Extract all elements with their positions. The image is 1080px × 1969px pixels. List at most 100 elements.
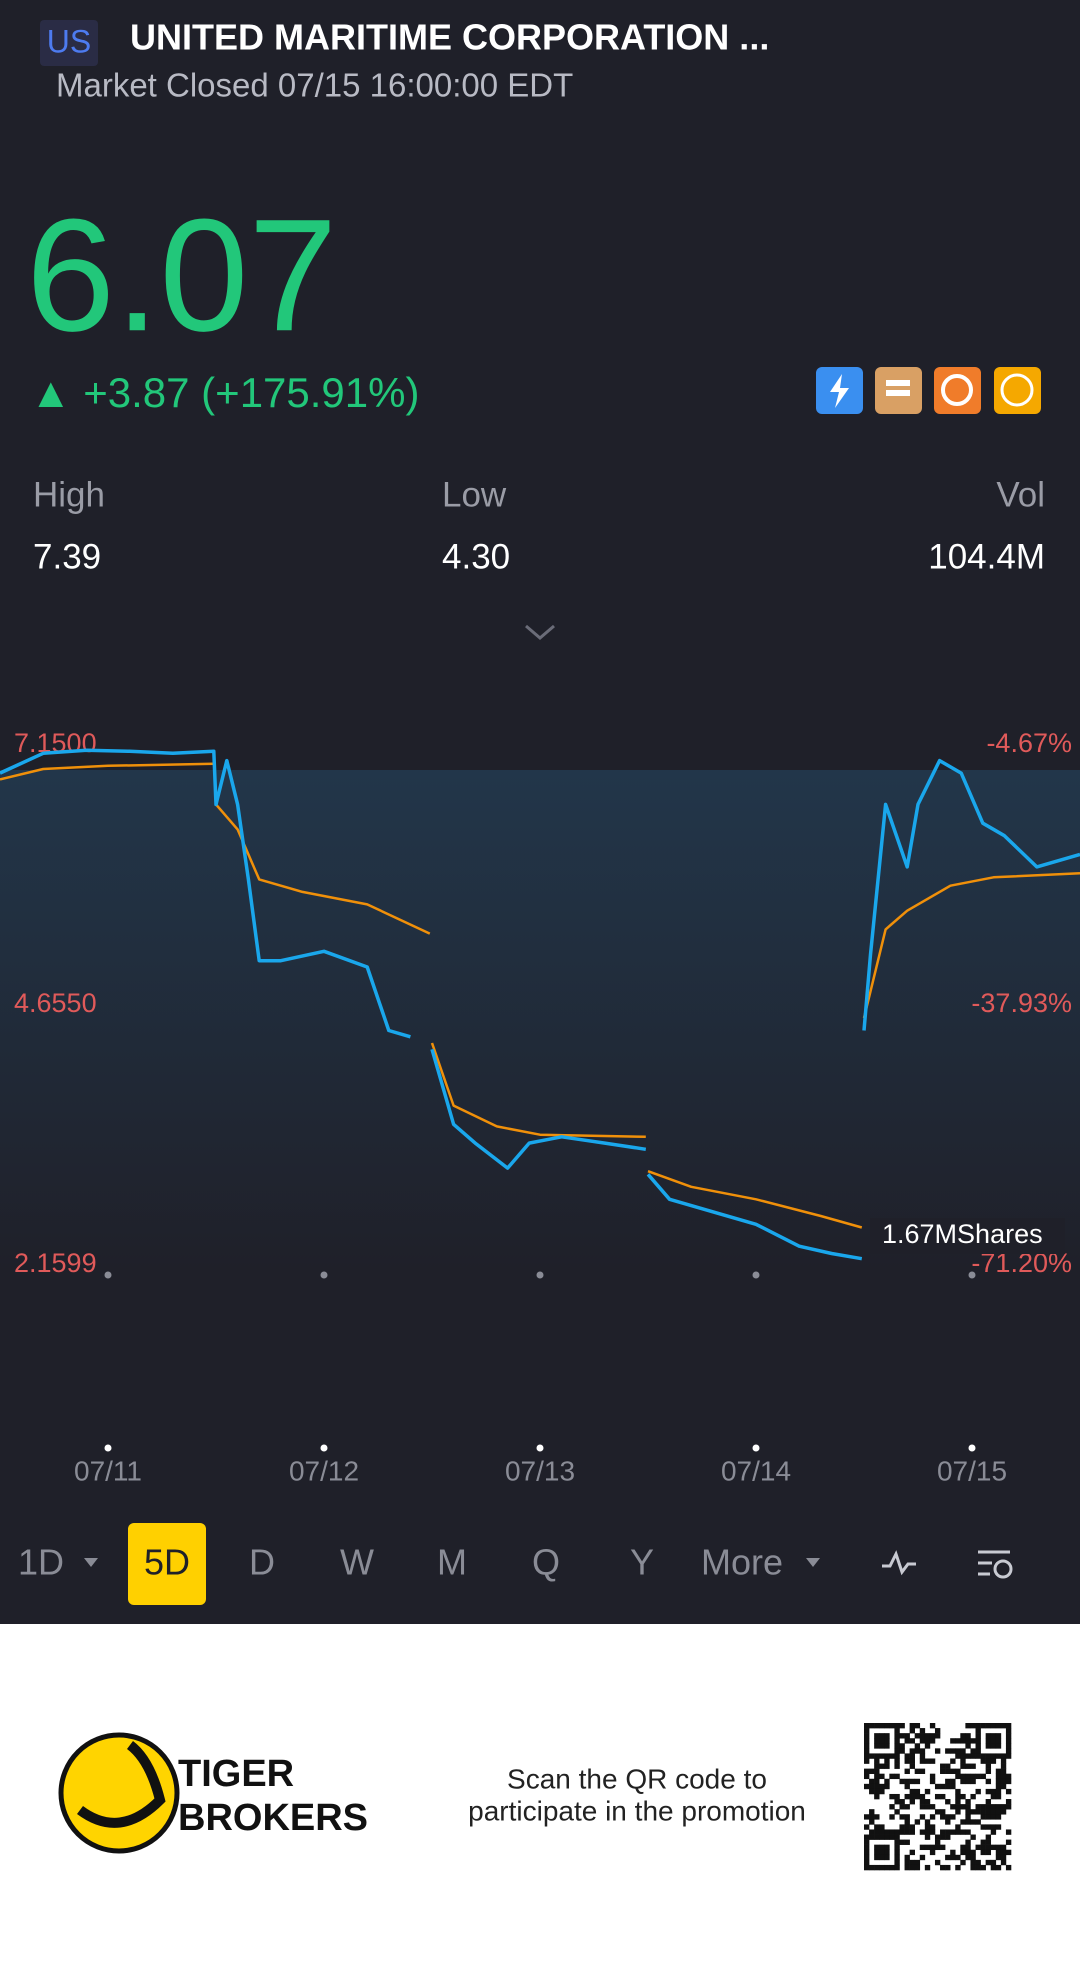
- expand-chevron[interactable]: [525, 624, 555, 640]
- qr-cell: [955, 1864, 961, 1871]
- qr-cell: [929, 1814, 936, 1820]
- qr-cell: [924, 1834, 931, 1840]
- qr-cell: [995, 1788, 1002, 1795]
- qr-cell: [955, 1824, 961, 1830]
- icon-glyph: [941, 374, 973, 406]
- qr-cell: [889, 1864, 895, 1871]
- qr-cell: [864, 1738, 870, 1744]
- qr-cell: [869, 1809, 875, 1815]
- qr-cell: [965, 1829, 971, 1835]
- qr-cell: [869, 1864, 875, 1871]
- qr-cell: [1000, 1763, 1007, 1769]
- qr-cell: [919, 1844, 926, 1851]
- y-tick-label: 4.6550: [14, 988, 97, 1018]
- qr-cell: [985, 1824, 992, 1830]
- settings-button[interactable]: [978, 1550, 1013, 1579]
- qr-cell: [940, 1814, 946, 1820]
- qr-cell: [945, 1814, 951, 1820]
- period-selected[interactable]: [128, 1523, 206, 1605]
- qr-cell: [914, 1768, 921, 1774]
- qr-cell: [879, 1773, 885, 1780]
- qr-cell: [995, 1864, 1002, 1871]
- tick-dot: [536, 1444, 544, 1452]
- qr-cell: [874, 1793, 880, 1800]
- qr-cell: [874, 1723, 880, 1729]
- tick-dot: [968, 1444, 976, 1452]
- qr-cell: [894, 1809, 900, 1815]
- qr-cell: [864, 1773, 870, 1780]
- qr-cell: [909, 1788, 915, 1795]
- icon-glyph: [886, 380, 910, 386]
- qr-cell: [990, 1814, 997, 1820]
- qr-cell: [1005, 1738, 1012, 1744]
- qr-cell: [1005, 1864, 1012, 1871]
- qr-cell: [864, 1834, 870, 1840]
- qr-cell: [965, 1844, 971, 1851]
- period-option[interactable]: Q: [532, 1542, 560, 1583]
- qr-cell: [980, 1753, 986, 1759]
- period-option[interactable]: More: [701, 1542, 783, 1583]
- period-option[interactable]: D: [249, 1542, 275, 1583]
- qr-cell: [945, 1763, 951, 1769]
- qr-cell: [929, 1804, 936, 1810]
- qr-cell: [960, 1758, 966, 1764]
- qr-cell: [869, 1834, 875, 1840]
- qr-cell: [980, 1773, 986, 1780]
- qr-cell: [864, 1768, 870, 1774]
- qr-cell: [1005, 1773, 1012, 1780]
- qr-cell: [899, 1804, 905, 1810]
- qr-cell: [960, 1819, 966, 1825]
- qr-cell: [970, 1753, 976, 1759]
- qr-cell: [995, 1783, 1002, 1790]
- period-option[interactable]: 1D: [18, 1542, 64, 1583]
- qr-cell: [909, 1763, 915, 1769]
- qr-cell: [864, 1844, 870, 1851]
- qr-cell: [955, 1768, 961, 1774]
- icon-glyph: [1000, 373, 1034, 407]
- tick-dot: [320, 1444, 328, 1452]
- qr-cell: [904, 1738, 910, 1744]
- qr-cell: [955, 1788, 961, 1795]
- brand-name: TIGER: [178, 1753, 294, 1795]
- period-option[interactable]: 5D: [144, 1542, 190, 1583]
- period-option[interactable]: W: [340, 1542, 374, 1583]
- qr-cell: [874, 1768, 880, 1774]
- qr-cell: [864, 1864, 870, 1871]
- qr-cell: [960, 1738, 966, 1744]
- qr-cell: [1000, 1768, 1007, 1774]
- indicator-button[interactable]: [882, 1550, 916, 1576]
- qr-cell: [899, 1723, 905, 1729]
- period-option[interactable]: M: [437, 1542, 467, 1583]
- qr-cell: [950, 1804, 956, 1810]
- qr-cell: [894, 1849, 900, 1856]
- qr-cell: [919, 1738, 926, 1744]
- brand-logo-glyph: [77, 1741, 166, 1828]
- qr-cell: [909, 1793, 915, 1800]
- x-tick-label: 07/11: [74, 1455, 142, 1486]
- tick-dot: [104, 1271, 112, 1279]
- qr-cell: [919, 1758, 926, 1764]
- qr-cell: [909, 1824, 915, 1830]
- period-option[interactable]: Y: [630, 1542, 654, 1583]
- qr-cell: [909, 1778, 915, 1785]
- qr-cell: [975, 1733, 981, 1739]
- qr-cell: [874, 1758, 880, 1764]
- qr-cell: [965, 1778, 971, 1785]
- qr-cell: [960, 1773, 966, 1780]
- qr-cell: [995, 1723, 1002, 1729]
- qr-cell: [894, 1829, 900, 1835]
- qr-cell: [980, 1809, 986, 1815]
- qr-cell: [985, 1723, 992, 1729]
- qr-cell: [914, 1819, 921, 1825]
- qr-cell: [1005, 1733, 1012, 1739]
- qr-cell: [985, 1753, 992, 1759]
- qr-cell: [864, 1748, 870, 1754]
- qr-cell: [985, 1839, 992, 1845]
- qr-cell: [874, 1834, 880, 1840]
- qr-cell: [894, 1748, 900, 1754]
- qr-cell: [899, 1814, 905, 1820]
- qr-cell: [874, 1778, 880, 1785]
- qr-cell: [924, 1758, 931, 1764]
- icon-glyph: [886, 390, 910, 396]
- qr-cell: [965, 1804, 971, 1810]
